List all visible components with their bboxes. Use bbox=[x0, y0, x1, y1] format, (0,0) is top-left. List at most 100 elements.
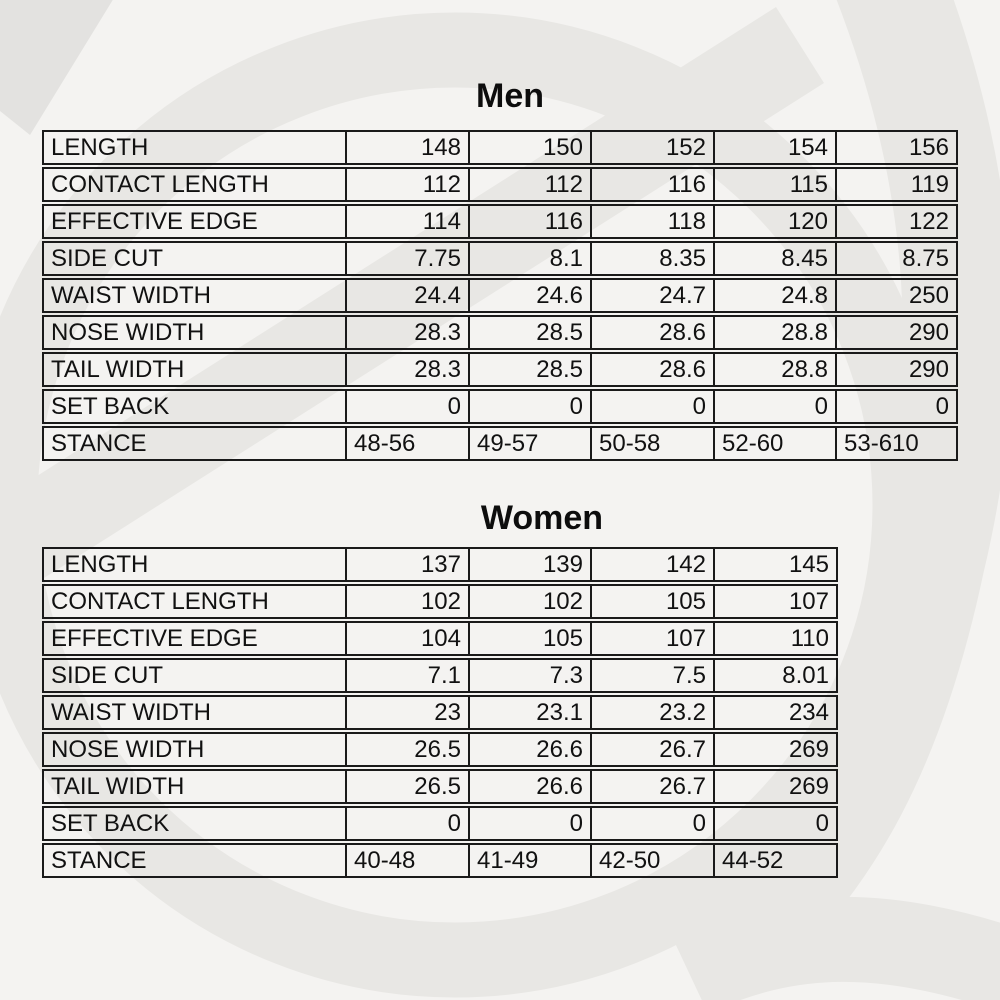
value-cell: 8.1 bbox=[470, 241, 592, 276]
table-row: CONTACT LENGTH 102 102 105 107 bbox=[42, 584, 838, 619]
value-cell: 8.75 bbox=[837, 241, 958, 276]
value-cell: 137 bbox=[347, 547, 470, 582]
value-cell: 156 bbox=[837, 130, 958, 165]
value-cell: 152 bbox=[592, 130, 715, 165]
row-label-cell: SET BACK bbox=[42, 806, 347, 841]
row-label-cell: EFFECTIVE EDGE bbox=[42, 621, 347, 656]
value-cell: 116 bbox=[592, 167, 715, 202]
women-table-body: LENGTH 137 139 142 145 CONTACT LENGTH 102 102 10… bbox=[42, 547, 838, 878]
value-cell: 234 bbox=[715, 695, 838, 730]
value-cell: 48-56 bbox=[347, 426, 470, 461]
value-cell: 26.7 bbox=[592, 732, 715, 767]
table-row: STANCE 40-48 41-49 42-50 44-52 bbox=[42, 843, 838, 878]
value-cell: 102 bbox=[347, 584, 470, 619]
table-row: NOSE WIDTH 26.5 26.6 26.7 269 bbox=[42, 732, 838, 767]
row-label-cell: EFFECTIVE EDGE bbox=[42, 204, 347, 239]
value-cell: 52-60 bbox=[715, 426, 837, 461]
value-cell: 7.75 bbox=[347, 241, 470, 276]
value-cell: 0 bbox=[837, 389, 958, 424]
table-row: STANCE 48-56 49-57 50-58 52-60 53-610 bbox=[42, 426, 958, 461]
table-row: WAIST WIDTH 24.4 24.6 24.7 24.8 250 bbox=[42, 278, 958, 313]
value-cell: 24.6 bbox=[470, 278, 592, 313]
value-cell: 119 bbox=[837, 167, 958, 202]
row-label-cell: SIDE CUT bbox=[42, 241, 347, 276]
value-cell: 0 bbox=[715, 389, 837, 424]
value-cell: 28.6 bbox=[592, 352, 715, 387]
value-cell: 290 bbox=[837, 352, 958, 387]
value-cell: 28.3 bbox=[347, 352, 470, 387]
row-label-cell: LENGTH bbox=[42, 130, 347, 165]
value-cell: 26.7 bbox=[592, 769, 715, 804]
row-label-cell: TAIL WIDTH bbox=[42, 769, 347, 804]
value-cell: 23.2 bbox=[592, 695, 715, 730]
table-row: LENGTH 148 150 152 154 156 bbox=[42, 130, 958, 165]
table-row: EFFECTIVE EDGE 114 116 118 120 122 bbox=[42, 204, 958, 239]
row-label-cell: SIDE CUT bbox=[42, 658, 347, 693]
value-cell: 0 bbox=[470, 806, 592, 841]
table-row: SET BACK 0 0 0 0 0 bbox=[42, 389, 958, 424]
women-spec-table: LENGTH 137 139 142 145 CONTACT LENGTH 102 102 10… bbox=[42, 545, 838, 880]
row-label-cell: NOSE WIDTH bbox=[42, 732, 347, 767]
row-label-cell: NOSE WIDTH bbox=[42, 315, 347, 350]
value-cell: 114 bbox=[347, 204, 470, 239]
men-spec-table: LENGTH 148 150 152 154 156 CONTACT LENGTH 112 11… bbox=[42, 128, 958, 463]
value-cell: 118 bbox=[592, 204, 715, 239]
value-cell: 28.8 bbox=[715, 315, 837, 350]
value-cell: 24.4 bbox=[347, 278, 470, 313]
value-cell: 112 bbox=[470, 167, 592, 202]
watermark-corner-shape bbox=[0, 0, 113, 135]
table-row: NOSE WIDTH 28.3 28.5 28.6 28.8 290 bbox=[42, 315, 958, 350]
value-cell: 7.3 bbox=[470, 658, 592, 693]
table-row: LENGTH 137 139 142 145 bbox=[42, 547, 838, 582]
value-cell: 148 bbox=[347, 130, 470, 165]
value-cell: 0 bbox=[470, 389, 592, 424]
value-cell: 8.45 bbox=[715, 241, 837, 276]
table-row: EFFECTIVE EDGE 104 105 107 110 bbox=[42, 621, 838, 656]
row-label-cell: TAIL WIDTH bbox=[42, 352, 347, 387]
value-cell: 0 bbox=[592, 389, 715, 424]
value-cell: 7.1 bbox=[347, 658, 470, 693]
value-cell: 154 bbox=[715, 130, 837, 165]
value-cell: 269 bbox=[715, 732, 838, 767]
value-cell: 120 bbox=[715, 204, 837, 239]
value-cell: 142 bbox=[592, 547, 715, 582]
value-cell: 23 bbox=[347, 695, 470, 730]
value-cell: 50-58 bbox=[592, 426, 715, 461]
value-cell: 26.5 bbox=[347, 769, 470, 804]
watermark-tail-point bbox=[660, 905, 745, 990]
row-label-cell: CONTACT LENGTH bbox=[42, 167, 347, 202]
row-label-cell: WAIST WIDTH bbox=[42, 695, 347, 730]
table-row: SET BACK 0 0 0 0 bbox=[42, 806, 838, 841]
row-label-cell: LENGTH bbox=[42, 547, 347, 582]
value-cell: 0 bbox=[347, 806, 470, 841]
value-cell: 8.01 bbox=[715, 658, 838, 693]
value-cell: 24.8 bbox=[715, 278, 837, 313]
table-row: TAIL WIDTH 28.3 28.5 28.6 28.8 290 bbox=[42, 352, 958, 387]
value-cell: 26.5 bbox=[347, 732, 470, 767]
table-row: CONTACT LENGTH 112 112 116 115 119 bbox=[42, 167, 958, 202]
value-cell: 26.6 bbox=[470, 732, 592, 767]
value-cell: 105 bbox=[592, 584, 715, 619]
value-cell: 104 bbox=[347, 621, 470, 656]
value-cell: 26.6 bbox=[470, 769, 592, 804]
watermark-stripe bbox=[0, 7, 824, 578]
value-cell: 102 bbox=[470, 584, 592, 619]
value-cell: 28.5 bbox=[470, 352, 592, 387]
value-cell: 28.6 bbox=[592, 315, 715, 350]
value-cell: 53-610 bbox=[837, 426, 958, 461]
value-cell: 110 bbox=[715, 621, 838, 656]
value-cell: 40-48 bbox=[347, 843, 470, 878]
value-cell: 28.3 bbox=[347, 315, 470, 350]
row-label-cell: STANCE bbox=[42, 843, 347, 878]
men-section-title: Men bbox=[476, 77, 544, 115]
value-cell: 250 bbox=[837, 278, 958, 313]
value-cell: 44-52 bbox=[715, 843, 838, 878]
table-row: SIDE CUT 7.75 8.1 8.35 8.45 8.75 bbox=[42, 241, 958, 276]
value-cell: 41-49 bbox=[470, 843, 592, 878]
value-cell: 115 bbox=[715, 167, 837, 202]
value-cell: 49-57 bbox=[470, 426, 592, 461]
value-cell: 122 bbox=[837, 204, 958, 239]
value-cell: 107 bbox=[592, 621, 715, 656]
